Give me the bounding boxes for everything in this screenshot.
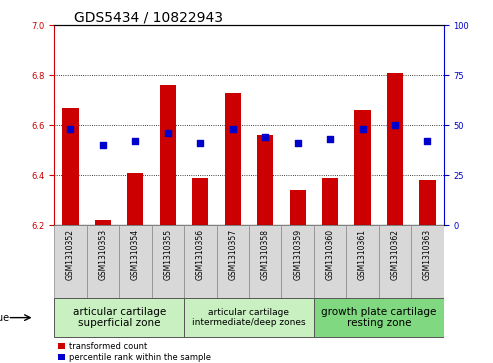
Bar — [354, 110, 371, 225]
Legend: transformed count, percentile rank within the sample: transformed count, percentile rank withi… — [58, 342, 211, 362]
Bar — [127, 173, 143, 225]
Bar — [379, 225, 411, 298]
Text: growth plate cartilage
resting zone: growth plate cartilage resting zone — [321, 307, 436, 329]
Bar — [54, 298, 184, 337]
Point — [423, 138, 431, 144]
Point — [164, 130, 172, 136]
Text: GSM1310361: GSM1310361 — [358, 229, 367, 280]
Bar — [225, 93, 241, 225]
Point — [294, 140, 302, 146]
Bar — [54, 225, 87, 298]
Bar — [62, 108, 78, 225]
Point — [132, 138, 140, 144]
Bar — [95, 220, 111, 225]
Bar — [119, 225, 151, 298]
Point — [99, 142, 107, 148]
Bar — [322, 178, 338, 225]
Text: GDS5434 / 10822943: GDS5434 / 10822943 — [73, 10, 223, 24]
Bar — [411, 225, 444, 298]
Point — [391, 122, 399, 128]
Text: GSM1310354: GSM1310354 — [131, 229, 140, 280]
Bar — [314, 298, 444, 337]
Text: GSM1310359: GSM1310359 — [293, 229, 302, 280]
Bar — [87, 225, 119, 298]
Bar — [387, 73, 403, 225]
Text: GSM1310353: GSM1310353 — [99, 229, 107, 280]
Bar — [314, 225, 346, 298]
Text: articular cartilage
intermediate/deep zones: articular cartilage intermediate/deep zo… — [192, 308, 306, 327]
Point — [358, 126, 366, 132]
Bar — [184, 225, 216, 298]
Text: GSM1310355: GSM1310355 — [163, 229, 173, 280]
Bar — [257, 135, 273, 225]
Bar — [216, 225, 249, 298]
Bar — [184, 298, 314, 337]
Bar — [420, 180, 436, 225]
Bar — [160, 85, 176, 225]
Point — [196, 140, 204, 146]
Text: tissue: tissue — [0, 313, 10, 323]
Point — [229, 126, 237, 132]
Point — [261, 134, 269, 140]
Text: GSM1310352: GSM1310352 — [66, 229, 75, 280]
Text: GSM1310363: GSM1310363 — [423, 229, 432, 280]
Text: GSM1310362: GSM1310362 — [390, 229, 399, 280]
Text: GSM1310358: GSM1310358 — [261, 229, 270, 280]
Text: GSM1310360: GSM1310360 — [325, 229, 335, 280]
Bar — [249, 225, 282, 298]
Bar — [289, 190, 306, 225]
Bar — [192, 178, 209, 225]
Text: GSM1310356: GSM1310356 — [196, 229, 205, 280]
Bar — [282, 225, 314, 298]
Point — [67, 126, 74, 132]
Point — [326, 136, 334, 142]
Bar — [346, 225, 379, 298]
Bar — [151, 225, 184, 298]
Text: articular cartilage
superficial zone: articular cartilage superficial zone — [72, 307, 166, 329]
Text: GSM1310357: GSM1310357 — [228, 229, 237, 280]
